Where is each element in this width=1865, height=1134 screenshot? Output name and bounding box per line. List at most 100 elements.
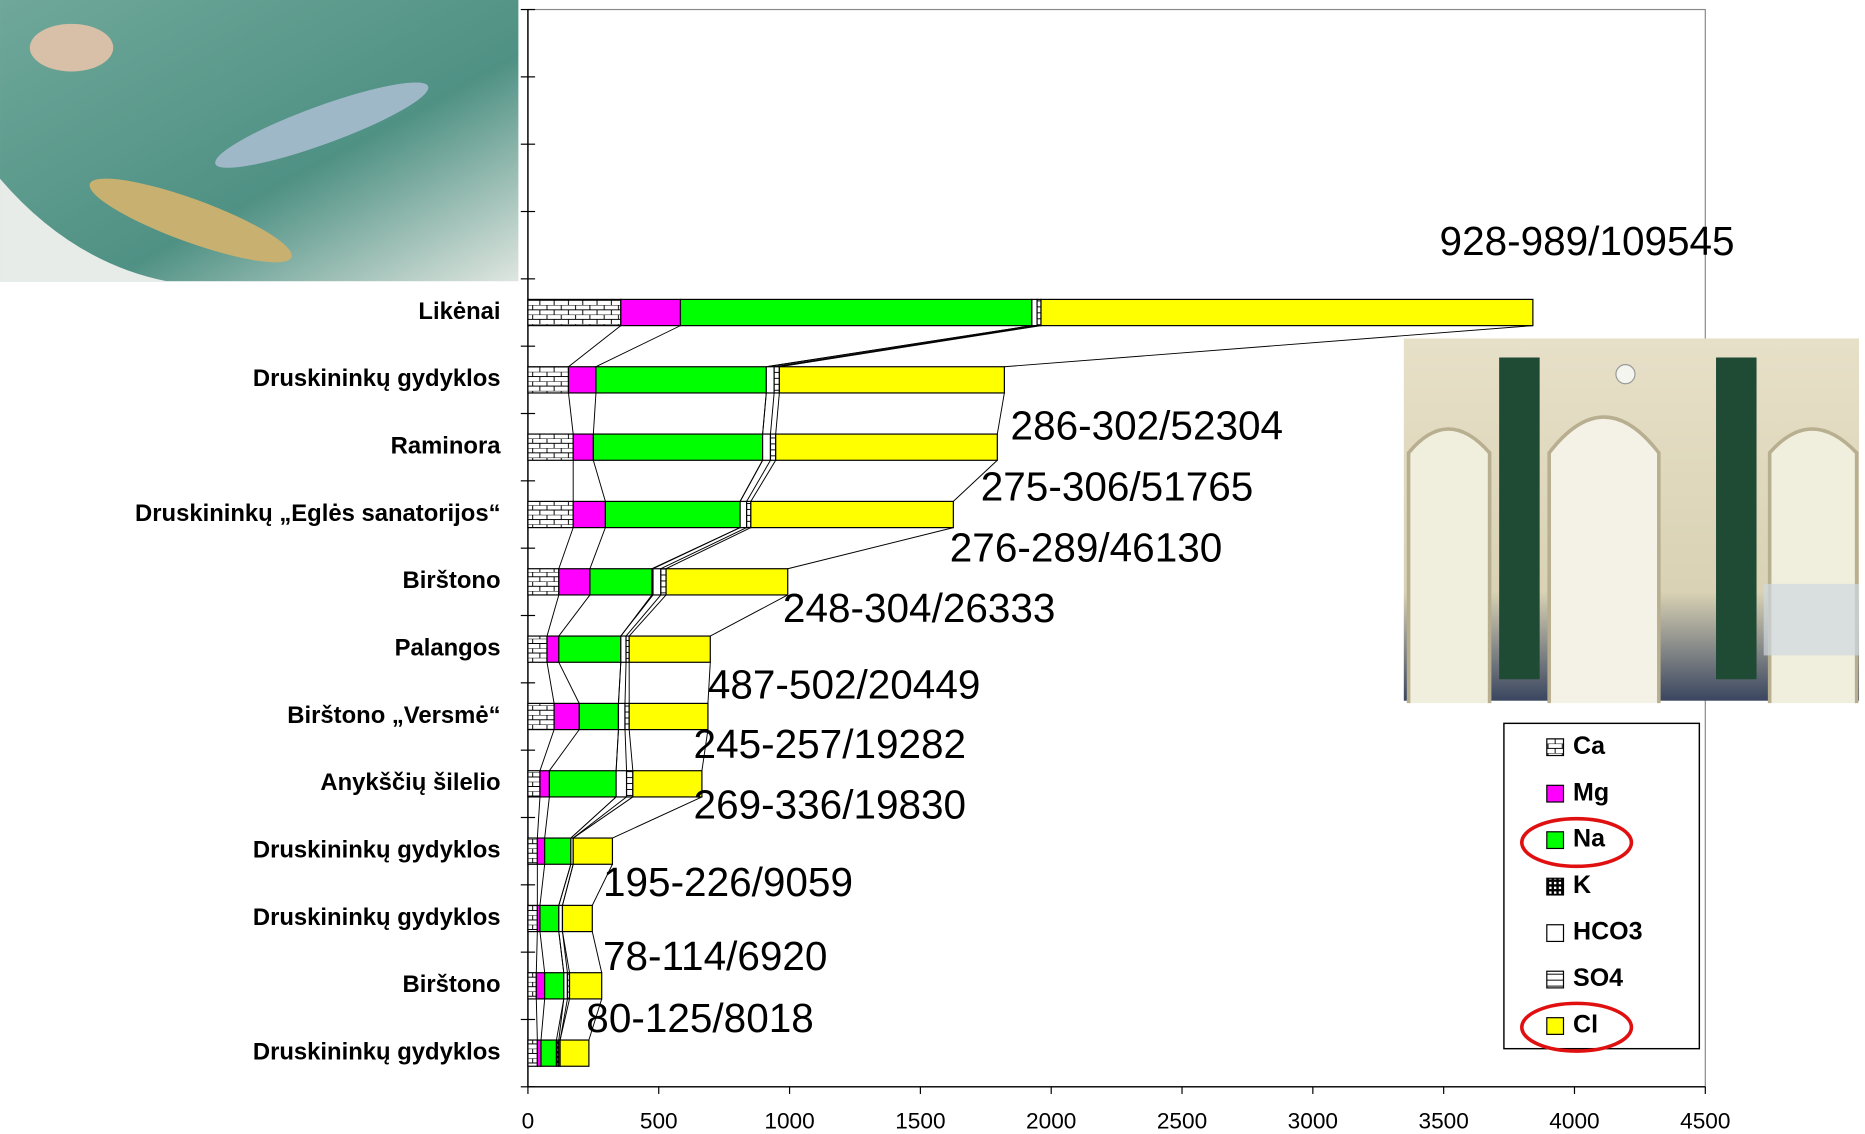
legend-label: K <box>1573 871 1591 899</box>
connector-line <box>547 595 559 636</box>
connector-line <box>612 797 701 838</box>
bar-segment <box>774 367 779 393</box>
connector-line <box>774 326 1037 367</box>
connector-line <box>571 797 616 838</box>
x-tick-label: 2500 <box>1157 1109 1207 1134</box>
bar-segment <box>625 703 629 729</box>
bar-segment <box>528 367 569 393</box>
connector-line <box>592 932 601 973</box>
connector-line <box>776 393 780 434</box>
annotation: 269-336/19830 <box>694 782 967 828</box>
bar-segment <box>779 367 1004 393</box>
connector-line <box>536 999 537 1040</box>
connector-line <box>618 662 620 703</box>
x-tick-label: 4500 <box>1680 1109 1730 1134</box>
connector-line <box>653 528 740 569</box>
annotation: 487-502/20449 <box>708 661 981 707</box>
bar-segment <box>661 569 666 595</box>
annotation: 286-302/52304 <box>1011 403 1284 449</box>
x-tick-label: 0 <box>522 1109 535 1134</box>
annotation: 80-125/8018 <box>586 995 813 1041</box>
x-tick-label: 500 <box>640 1109 678 1134</box>
legend-swatch <box>1547 878 1564 895</box>
connector-line <box>788 528 954 569</box>
connector-line <box>540 730 554 771</box>
pool-photo <box>0 0 518 281</box>
bar-segment <box>629 636 710 662</box>
connector-line <box>559 662 579 703</box>
category-label: Druskininkų „Eglės sanatorijos“ <box>135 500 500 527</box>
connector-line <box>747 460 771 501</box>
bar-segment <box>616 771 626 797</box>
bar-segment <box>740 501 747 527</box>
bar-segment <box>605 501 740 527</box>
bar-segment <box>528 569 559 595</box>
bar-segment <box>540 771 549 797</box>
bar-segment <box>573 501 605 527</box>
connector-line <box>616 730 618 771</box>
connector-line <box>590 528 605 569</box>
x-tick-label: 1500 <box>895 1109 945 1134</box>
annotation: 276-289/46130 <box>950 524 1223 570</box>
bar-segment <box>559 569 590 595</box>
annotation: 248-304/26333 <box>783 585 1056 631</box>
bar-segment <box>528 703 554 729</box>
category-label: Druskininkų gydyklos <box>253 836 501 863</box>
bar-segment <box>540 905 559 931</box>
bar-segment <box>590 569 652 595</box>
connector-line <box>573 797 633 838</box>
connector-line <box>626 595 661 636</box>
x-tick-label: 3500 <box>1418 1109 1468 1134</box>
connector-line <box>625 662 626 703</box>
connector-line <box>536 932 537 973</box>
legend-label: Cl <box>1573 1011 1598 1039</box>
connector-line <box>540 864 545 905</box>
bar-segment <box>653 569 661 595</box>
connector-line <box>562 864 573 905</box>
connector-line <box>596 326 681 367</box>
chart: 050010001500200025003000350040004500Likė… <box>0 0 1865 1134</box>
bar-segment <box>528 299 621 325</box>
connector-line <box>549 730 579 771</box>
legend-label: Mg <box>1573 778 1609 806</box>
connector-line <box>568 326 620 367</box>
connector-line <box>661 528 747 569</box>
connector-line <box>710 595 787 636</box>
bar-segment <box>549 771 616 797</box>
bar-segment <box>596 367 766 393</box>
connector-line <box>573 797 626 838</box>
bar-segment <box>1041 299 1533 325</box>
category-label: Birštono „Versmė“ <box>287 702 500 729</box>
legend-box <box>1504 723 1699 1048</box>
bar-segment <box>528 973 536 999</box>
page: 050010001500200025003000350040004500Likė… <box>0 0 1865 1134</box>
bar-segment <box>528 434 573 460</box>
bar-segment <box>528 636 547 662</box>
connector-line <box>751 460 776 501</box>
category-label: Raminora <box>391 432 502 459</box>
bar-segment <box>776 434 998 460</box>
bar-segment <box>627 771 633 797</box>
connector-line <box>997 393 1004 434</box>
connector-line <box>559 864 571 905</box>
bar-segment <box>536 973 544 999</box>
bar-segment <box>618 703 625 729</box>
connector-line <box>537 797 540 838</box>
connector-line <box>766 326 1032 367</box>
bar-segment <box>766 367 774 393</box>
legend-swatch <box>1547 739 1564 756</box>
connector-line <box>625 730 627 771</box>
connector-line <box>770 393 774 434</box>
bar-segment <box>541 1040 556 1066</box>
bar-segment <box>545 838 571 864</box>
connector-line <box>540 932 545 973</box>
hall-photo <box>1404 338 1859 703</box>
connector-line <box>593 460 605 501</box>
connector-line <box>629 730 633 771</box>
bar-segment <box>559 636 621 662</box>
connector-line <box>545 797 550 838</box>
annotation: 195-226/9059 <box>603 859 853 905</box>
bar-segment <box>562 905 592 931</box>
bar-segment <box>547 636 559 662</box>
bar-segment <box>528 905 537 931</box>
